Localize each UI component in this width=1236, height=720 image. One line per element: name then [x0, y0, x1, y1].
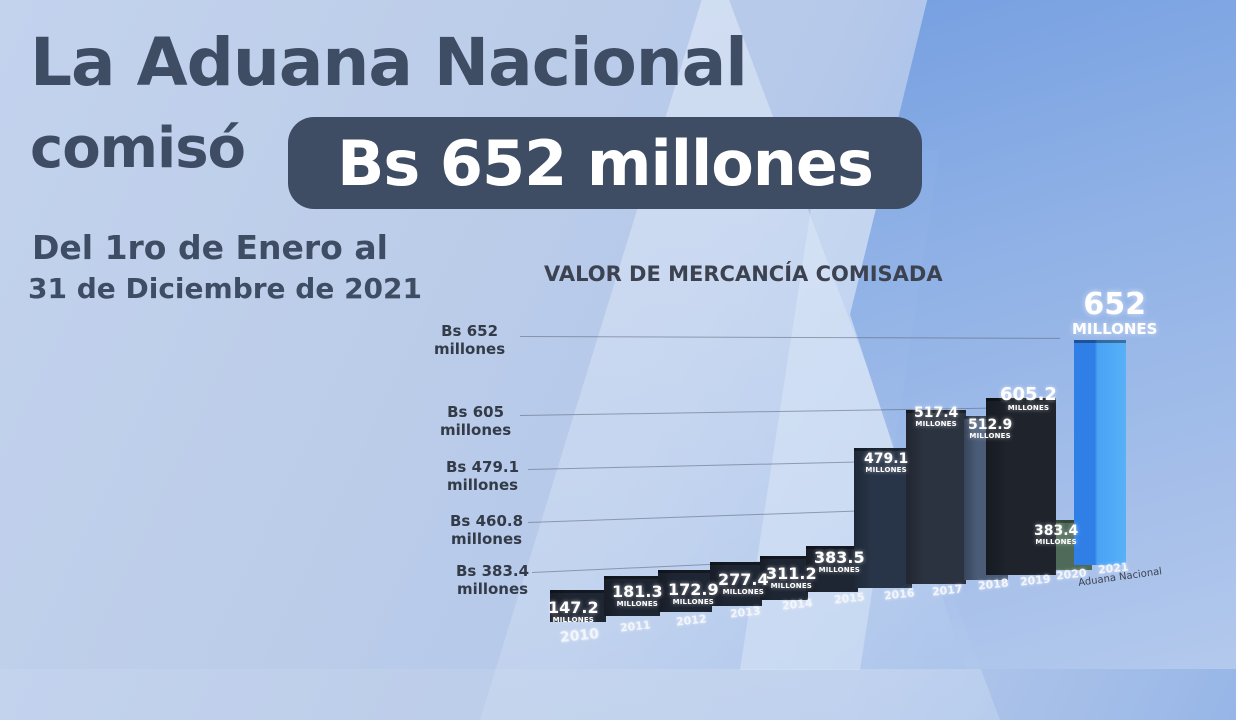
bar-value-label: 147.2 MILLONES [548, 600, 599, 625]
bar-2015 [806, 546, 858, 592]
y-axis-label-value: Bs 605 [447, 403, 505, 421]
y-axis-label: Bs 383.4 millones [456, 562, 529, 598]
bar-2019 [986, 398, 1056, 575]
bar-value-unit: MILLONES [616, 600, 659, 608]
bar-value-number: 383.4 [1034, 523, 1079, 539]
bar-value-unit: MILLONES [865, 466, 907, 474]
bar-value-label: 605.2 MILLONES [1000, 386, 1057, 413]
bar-value-number: 147.2 [548, 598, 599, 617]
y-axis-label-unit: millones [450, 530, 523, 548]
y-axis-label-value: Bs 460.8 [450, 512, 524, 530]
y-axis-label: Bs 605 millones [440, 403, 511, 439]
bar-value-unit: MILLONES [969, 432, 1011, 440]
bar-value-label: 383.4 MILLONES [1034, 524, 1078, 547]
highlight-bar-number: 652 [1083, 287, 1147, 322]
period-line-2: 31 de Diciembre de 2021 [28, 272, 422, 305]
y-axis-label: Bs 479.1 millones [446, 458, 519, 494]
y-axis-label-value: Bs 383.4 [456, 562, 530, 580]
bar-value-label: 517.4 MILLONES [914, 406, 958, 429]
bar-value-number: 277.4 [718, 570, 769, 589]
bar-value-label: 383.5 MILLONES [814, 550, 865, 575]
bar-2016 [854, 448, 912, 588]
bar-value-label: 181.3 MILLONES [612, 584, 663, 609]
headline-verb: comisó [30, 116, 246, 181]
bar-value-number: 181.3 [612, 582, 663, 601]
y-axis-label-unit: millones [456, 580, 529, 598]
bar-value-unit: MILLONES [818, 566, 861, 574]
headline-title: La Aduana Nacional [30, 24, 748, 101]
bar-value-number: 605.2 [1000, 384, 1057, 405]
bar-value-number: 383.5 [814, 548, 865, 567]
bar-value-number: 512.9 [968, 417, 1013, 433]
bar-value-unit: MILLONES [552, 616, 595, 624]
bar-value-unit: MILLONES [722, 588, 765, 596]
y-axis-label-unit: millones [440, 421, 512, 439]
y-axis-label-unit: millones [446, 476, 519, 494]
bar-value-unit: MILLONES [770, 582, 813, 590]
bar-value-unit: MILLONES [672, 598, 715, 606]
bar-value-label: 311.2 MILLONES [766, 566, 817, 591]
bar-2017 [906, 410, 966, 584]
bar-2012 [658, 570, 712, 612]
bar-2021 [1074, 340, 1126, 565]
y-axis-label-unit: millones [434, 340, 506, 358]
bar-value-label: 512.9 MILLONES [968, 418, 1012, 441]
bar-value-number: 517.4 [914, 405, 959, 421]
y-axis-label-value: Bs 479.1 [446, 458, 520, 476]
bar-value-label: 172.9 MILLONES [668, 582, 719, 607]
bar-value-label: 277.4 MILLONES [718, 572, 769, 597]
highlight-bar-value: 652 MILLONES [1072, 287, 1158, 339]
bar-value-unit: MILLONES [1035, 538, 1077, 546]
chart-title: VALOR DE MERCANCÍA COMISADA [544, 262, 943, 286]
bar-value-number: 172.9 [668, 580, 719, 599]
highlight-amount-badge: Bs 652 millones [288, 117, 922, 209]
y-axis-label: Bs 652 millones [434, 322, 505, 358]
bar-2010 [550, 590, 606, 622]
y-axis-label-value: Bs 652 [441, 322, 499, 340]
period-line-1: Del 1ro de Enero al [32, 228, 388, 267]
bar-value-label: 479.1 MILLONES [864, 452, 908, 475]
bar-2013 [710, 562, 762, 606]
bar-2014 [760, 556, 808, 600]
bar-value-unit: MILLONES [915, 420, 957, 428]
highlight-bar-unit: MILLONES [1072, 320, 1158, 338]
highlight-amount: Bs 652 millones [337, 126, 874, 200]
bar-value-unit: MILLONES [1007, 404, 1050, 412]
bar-2011 [604, 576, 660, 616]
bar-value-number: 311.2 [766, 564, 817, 583]
y-axis-label: Bs 460.8 millones [450, 512, 523, 548]
bar-value-number: 479.1 [864, 451, 909, 467]
